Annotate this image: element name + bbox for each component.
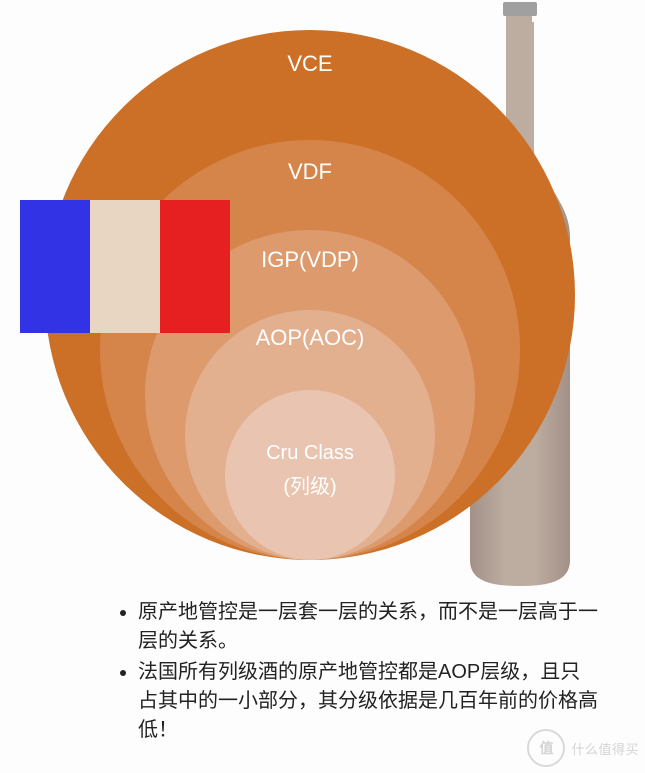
- french-flag: [20, 200, 230, 333]
- tier-label-1: VDF: [288, 160, 332, 183]
- flag-stripe-0: [20, 200, 90, 333]
- flag-stripe-1: [90, 200, 160, 333]
- tier-label-2: IGP(VDP): [261, 248, 359, 271]
- tier-label-3: AOP(AOC): [256, 326, 365, 349]
- tier-label-4: Cru Class (列级): [266, 436, 354, 504]
- note-item-0: 原产地管控是一层套一层的关系，而不是一层高于一层的关系。: [138, 598, 600, 656]
- note-item-1: 法国所有列级酒的原产地管控都是AOP层级，且只占其中的一小部分，其分级依据是几百…: [138, 658, 600, 745]
- flag-stripe-2: [160, 200, 230, 333]
- explanation-notes: 原产地管控是一层套一层的关系，而不是一层高于一层的关系。法国所有列级酒的原产地管…: [110, 598, 600, 747]
- tier-circle-4: Cru Class (列级): [225, 390, 395, 560]
- tier-label-0: VCE: [287, 52, 332, 75]
